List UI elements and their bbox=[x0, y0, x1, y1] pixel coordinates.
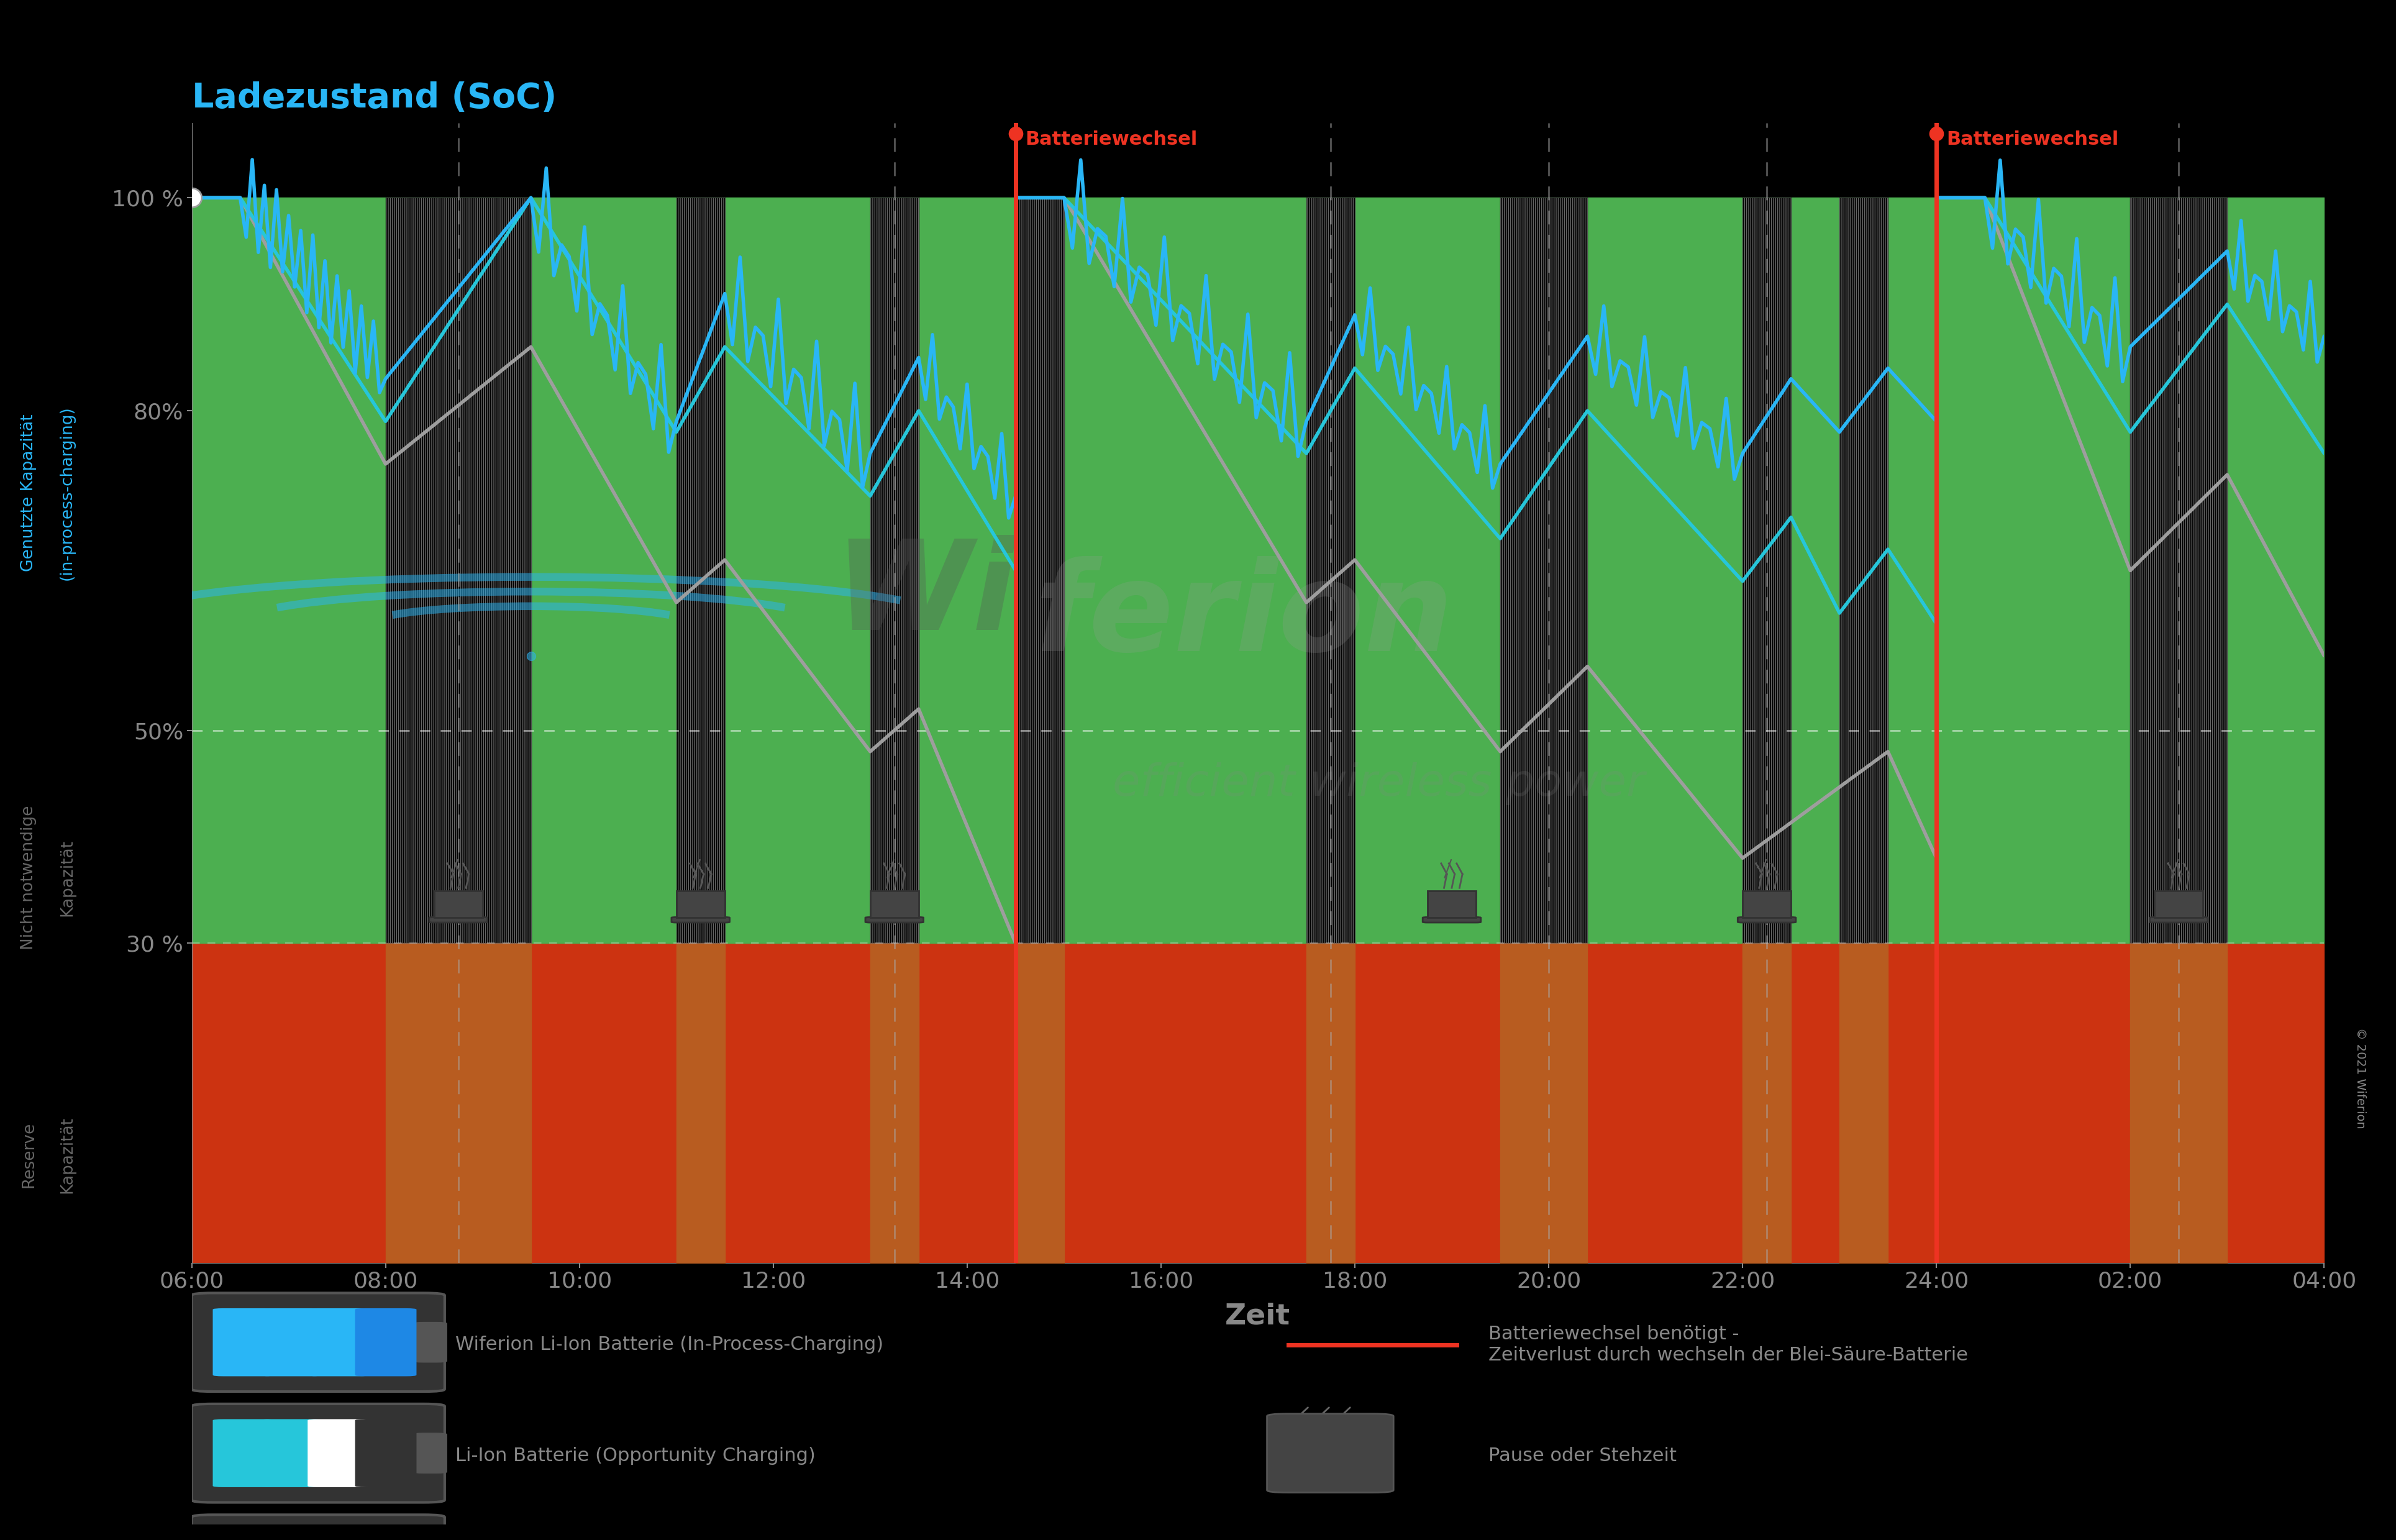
Bar bbox=[1428, 892, 1476, 918]
Text: Wi: Wi bbox=[834, 534, 1016, 656]
FancyBboxPatch shape bbox=[355, 1420, 417, 1488]
FancyBboxPatch shape bbox=[1737, 918, 1797, 922]
Text: Kapazität: Kapazität bbox=[60, 839, 74, 916]
FancyBboxPatch shape bbox=[412, 1323, 446, 1363]
FancyBboxPatch shape bbox=[412, 1434, 446, 1474]
Text: Wiferion Li-Ion Batterie (In-Process-Charging): Wiferion Li-Ion Batterie (In-Process-Cha… bbox=[455, 1335, 884, 1354]
Text: © 2021 Wiferion: © 2021 Wiferion bbox=[2355, 1027, 2365, 1129]
FancyBboxPatch shape bbox=[213, 1309, 273, 1377]
Bar bbox=[2154, 892, 2202, 918]
Text: Li-Ion Batterie (Opportunity Charging): Li-Ion Batterie (Opportunity Charging) bbox=[455, 1446, 815, 1465]
Text: Genutzte Kapazität: Genutzte Kapazität bbox=[22, 414, 36, 571]
Text: Kapazität: Kapazität bbox=[60, 1116, 74, 1194]
Text: Nicht notwendige: Nicht notwendige bbox=[22, 805, 36, 950]
FancyBboxPatch shape bbox=[213, 1420, 273, 1488]
FancyBboxPatch shape bbox=[1423, 918, 1481, 922]
Text: Batteriewechsel: Batteriewechsel bbox=[1025, 131, 1198, 148]
Text: Pause oder Stehzeit: Pause oder Stehzeit bbox=[1488, 1446, 1677, 1465]
FancyBboxPatch shape bbox=[307, 1309, 369, 1377]
FancyBboxPatch shape bbox=[261, 1531, 321, 1540]
Text: (in-process-charging): (in-process-charging) bbox=[60, 405, 74, 581]
Text: Ladezustand (SoC): Ladezustand (SoC) bbox=[192, 82, 556, 116]
FancyBboxPatch shape bbox=[2149, 918, 2207, 922]
FancyBboxPatch shape bbox=[671, 918, 731, 922]
FancyBboxPatch shape bbox=[307, 1420, 369, 1488]
Bar bbox=[870, 892, 918, 918]
FancyBboxPatch shape bbox=[355, 1309, 417, 1377]
Bar bbox=[1742, 892, 1790, 918]
Text: Batteriewechsel: Batteriewechsel bbox=[1946, 131, 2118, 148]
Text: ferion: ferion bbox=[1035, 556, 1454, 678]
FancyBboxPatch shape bbox=[307, 1531, 369, 1540]
FancyBboxPatch shape bbox=[261, 1420, 321, 1488]
FancyBboxPatch shape bbox=[192, 1294, 446, 1392]
Bar bbox=[434, 892, 482, 918]
FancyBboxPatch shape bbox=[1267, 1414, 1394, 1492]
FancyBboxPatch shape bbox=[192, 1404, 446, 1503]
FancyBboxPatch shape bbox=[355, 1531, 417, 1540]
Text: Reserve: Reserve bbox=[22, 1123, 36, 1187]
FancyBboxPatch shape bbox=[192, 1515, 446, 1540]
FancyBboxPatch shape bbox=[213, 1531, 273, 1540]
FancyBboxPatch shape bbox=[865, 918, 922, 922]
X-axis label: Zeit: Zeit bbox=[1224, 1303, 1291, 1331]
FancyBboxPatch shape bbox=[261, 1309, 321, 1377]
FancyBboxPatch shape bbox=[429, 918, 486, 922]
Text: efficient wireless power: efficient wireless power bbox=[1112, 762, 1644, 805]
Text: Batteriewechsel benötigt -
Zeitverlust durch wechseln der Blei-Säure-Batterie: Batteriewechsel benötigt - Zeitverlust d… bbox=[1488, 1326, 1967, 1364]
Bar bbox=[676, 892, 724, 918]
